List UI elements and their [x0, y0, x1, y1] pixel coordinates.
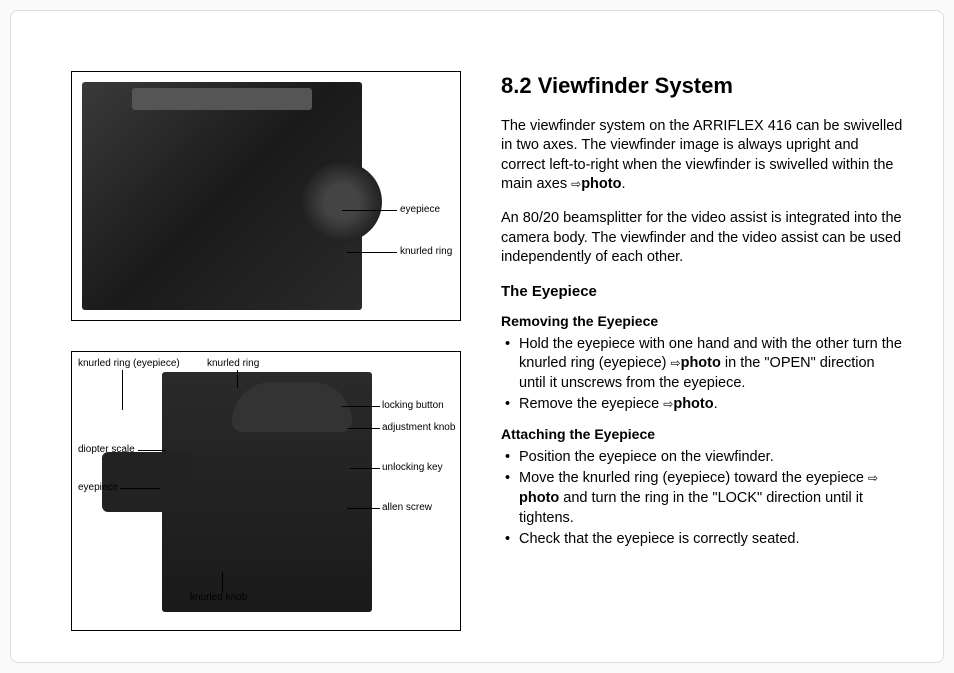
figure-2: knurled ring (eyepiece) knurled ring dio… — [71, 351, 461, 631]
list-item: Hold the eyepiece with one hand and with… — [501, 335, 903, 394]
subheading-attaching: Attaching the Eyepiece — [501, 425, 903, 444]
arrow-icon: ⇨ — [671, 355, 681, 371]
page-content: eyepiece knurled ring knurled ring (eyep… — [10, 10, 944, 663]
heading: 8.2 Viewfinder System — [501, 71, 903, 101]
intro-paragraph-1: The viewfinder system on the ARRIFLEX 41… — [501, 117, 903, 195]
camera-photo-1 — [82, 82, 362, 310]
camera-photo-2 — [162, 372, 372, 612]
subheading-eyepiece: The Eyepiece — [501, 282, 903, 302]
arrow-icon: ⇨ — [868, 470, 878, 486]
leader-line — [237, 370, 238, 388]
label-knurled-ring-eyepiece: knurled ring (eyepiece) — [78, 358, 180, 369]
label-allen-screw: allen screw — [382, 502, 432, 513]
attaching-list: Position the eyepiece on the viewfinder.… — [501, 448, 903, 550]
text: and turn the ring in the "LOCK" directio… — [519, 490, 863, 526]
photo-ref: photo — [519, 490, 559, 506]
leader-line — [138, 450, 166, 451]
photo-ref: photo — [681, 355, 721, 371]
leader-line — [347, 252, 397, 253]
text: . — [621, 176, 625, 192]
figure-1: eyepiece knurled ring — [71, 71, 461, 321]
leader-line — [222, 572, 223, 592]
leader-line — [120, 488, 160, 489]
photo-ref: photo — [581, 176, 621, 192]
label-knurled-ring-2: knurled ring — [207, 358, 259, 369]
list-item: Check that the eyepiece is correctly sea… — [501, 530, 903, 550]
subheading-removing: Removing the Eyepiece — [501, 312, 903, 331]
label-locking-button: locking button — [382, 400, 444, 411]
text: . — [714, 396, 718, 412]
text-column: 8.2 Viewfinder System The viewfinder sys… — [501, 41, 903, 632]
arrow-icon: ⇨ — [571, 176, 581, 192]
label-adjustment-knob: adjustment knob — [382, 422, 455, 433]
label-unlocking-key: unlocking key — [382, 462, 443, 473]
text: Remove the eyepiece — [519, 396, 663, 412]
list-item: Remove the eyepiece ⇨photo. — [501, 395, 903, 415]
label-eyepiece: eyepiece — [400, 204, 440, 215]
text: The viewfinder system on the ARRIFLEX 41… — [501, 118, 902, 193]
leader-line — [347, 428, 380, 429]
label-diopter-scale: diopter scale — [78, 444, 135, 455]
text: Move the knurled ring (eyepiece) toward … — [519, 470, 868, 486]
list-item: Position the eyepiece on the viewfinder. — [501, 448, 903, 468]
leader-line — [342, 406, 380, 407]
intro-paragraph-2: An 80/20 beamsplitter for the video assi… — [501, 209, 903, 268]
label-knurled-knob: knurled knob — [190, 592, 247, 603]
leader-line — [350, 468, 380, 469]
arrow-icon: ⇨ — [663, 396, 673, 412]
label-knurled-ring: knurled ring — [400, 246, 452, 257]
label-eyepiece-2: eyepiece — [78, 482, 118, 493]
leader-line — [122, 370, 123, 410]
list-item: Move the knurled ring (eyepiece) toward … — [501, 469, 903, 528]
leader-line — [342, 210, 397, 211]
leader-line — [347, 508, 380, 509]
removing-list: Hold the eyepiece with one hand and with… — [501, 335, 903, 415]
figures-column: eyepiece knurled ring knurled ring (eyep… — [71, 41, 461, 632]
photo-ref: photo — [673, 396, 713, 412]
